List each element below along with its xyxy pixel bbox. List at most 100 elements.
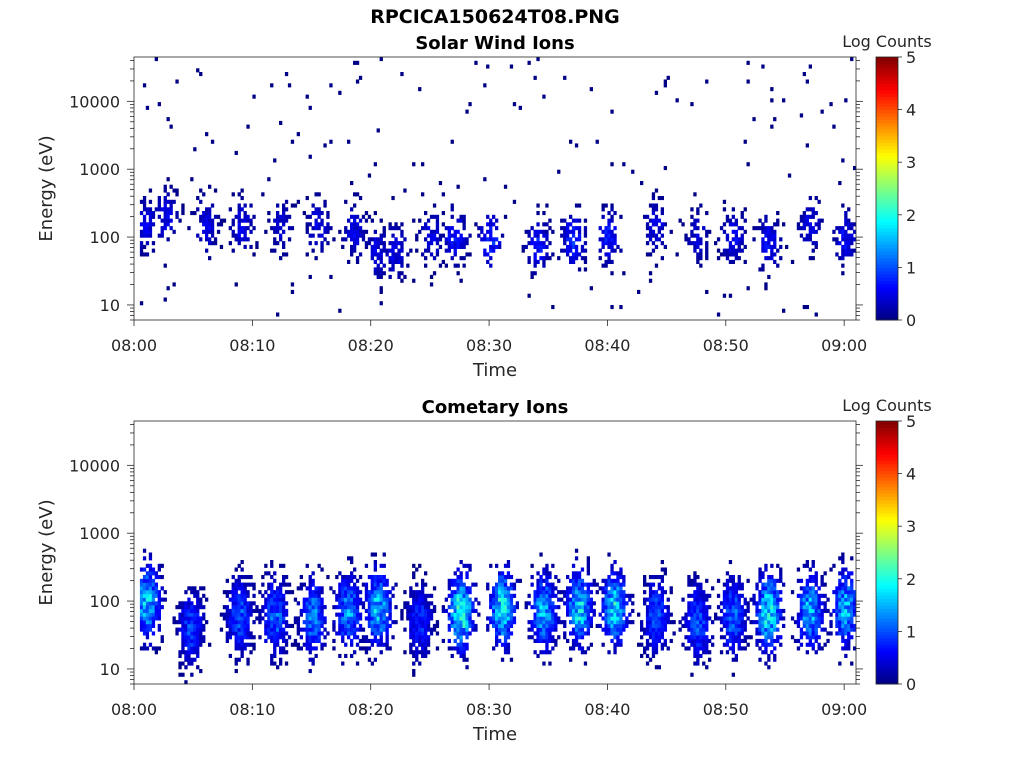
spectrogram-cell (255, 616, 259, 621)
spectrogram-cell (219, 218, 224, 223)
spectrogram-cell (317, 631, 321, 636)
spectrogram-cell (776, 211, 780, 216)
spectrogram-cell (604, 203, 608, 208)
spectrogram-cell (574, 631, 579, 636)
spectrogram-cell (273, 590, 277, 595)
spectrogram-cell (208, 226, 212, 231)
spectrogram-cell (370, 582, 374, 587)
spectrogram-cell (415, 653, 419, 658)
spectrogram-cell (293, 638, 298, 643)
spectrogram-cell (163, 218, 167, 223)
spectrogram-cell (267, 177, 271, 182)
spectrogram-cell (622, 597, 626, 602)
spectrogram-cell (631, 169, 635, 174)
spectrogram-cell (613, 237, 617, 242)
spectrogram-cell (267, 620, 271, 625)
spectrogram-cell (409, 635, 413, 640)
spectrogram-cell (492, 241, 496, 246)
spectrogram-cell (619, 638, 623, 643)
spectrogram-cell (376, 128, 380, 133)
spectrogram-cell (465, 563, 469, 568)
spectrogram-cell (728, 593, 733, 598)
spectrogram-cell (506, 601, 511, 606)
spectrogram-cell (432, 214, 437, 219)
spectrogram-cell (225, 635, 229, 640)
spectrogram-cell (767, 642, 771, 647)
spectrogram-cell (234, 646, 238, 651)
spectrogram-cell (758, 638, 762, 643)
spectrogram-cell (190, 612, 194, 617)
spectrogram-cell (243, 631, 247, 636)
spectrogram-cell (308, 657, 312, 662)
spectrogram-cell (495, 597, 499, 602)
spectrogram-cell (193, 657, 197, 662)
colorbar-label: Log Counts (842, 396, 932, 415)
spectrogram-cell (586, 612, 590, 617)
spectrogram-cell (841, 601, 845, 606)
spectrogram-cell (764, 631, 768, 636)
y-tick-label: 1000 (79, 524, 120, 543)
spectrogram-cell (270, 563, 274, 568)
spectrogram-cell (506, 627, 511, 632)
spectrogram-cell (811, 620, 815, 625)
spectrogram-cell (725, 571, 730, 576)
spectrogram-cell (571, 620, 576, 625)
spectrogram-cell (246, 124, 250, 129)
spectrogram-cell (589, 601, 593, 606)
spectrogram-cell (181, 638, 185, 643)
spectrogram-cell (347, 593, 351, 598)
spectrogram-cell (660, 575, 664, 580)
spectrogram-cell (426, 616, 431, 621)
spectrogram-cell (412, 590, 416, 595)
spectrogram-cell (613, 233, 617, 238)
spectrogram-cell (370, 252, 374, 257)
spectrogram-cell (743, 244, 747, 249)
spectrogram-cell (421, 635, 425, 640)
spectrogram-cell (391, 635, 395, 640)
spectrogram-cell (758, 578, 762, 583)
colorbar-segment (876, 277, 898, 282)
spectrogram-cell (270, 560, 274, 565)
spectrogram-cell (187, 638, 191, 643)
spectrogram-cell (767, 612, 771, 617)
colorbar-segment (876, 503, 898, 507)
spectrogram-cell (690, 608, 694, 613)
spectrogram-cell (841, 556, 845, 561)
spectrogram-cell (785, 244, 789, 249)
spectrogram-cell (234, 661, 238, 666)
spectrogram-cell (536, 638, 540, 643)
spectrogram-cell (196, 68, 200, 73)
spectrogram-cell (743, 229, 747, 234)
spectrogram-cell (509, 593, 514, 598)
spectrogram-cell (175, 214, 179, 219)
spectrogram-cell (426, 244, 431, 249)
x-tick-label: 08:10 (229, 700, 275, 719)
spectrogram-cell (782, 616, 786, 621)
spectrogram-cell (850, 590, 854, 595)
spectrogram-cell (758, 597, 762, 602)
spectrogram-cell (539, 601, 543, 606)
spectrogram-cell (500, 590, 505, 595)
spectrogram-cell (533, 259, 537, 264)
spectrogram-cell (282, 597, 286, 602)
spectrogram-cell (569, 244, 573, 249)
spectrogram-cell (569, 229, 573, 234)
spectrogram-cell (382, 620, 386, 625)
spectrogram-cell (820, 575, 824, 580)
spectrogram-cell (157, 203, 161, 208)
colorbar-segment (876, 664, 898, 669)
spectrogram-cell (835, 623, 839, 628)
spectrogram-cell (702, 597, 706, 602)
spectrogram-cell (355, 192, 360, 197)
spectrogram-cell (264, 605, 268, 610)
spectrogram-cell (613, 590, 617, 595)
spectrogram-cell (376, 612, 380, 617)
colorbar-segment (876, 601, 898, 606)
spectrogram-cell (489, 222, 493, 227)
colorbar-segment (876, 191, 898, 196)
spectrogram-cell (273, 650, 277, 655)
spectrogram-cell (607, 627, 611, 632)
spectrogram-cell (651, 593, 656, 598)
spectrogram-cell (814, 590, 818, 595)
spectrogram-cell (571, 229, 576, 234)
